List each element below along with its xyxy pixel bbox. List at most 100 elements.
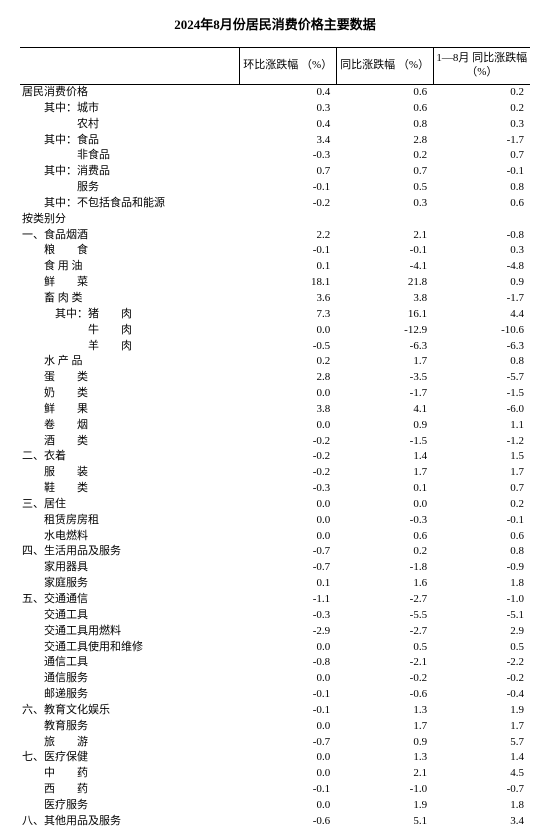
row-label: 二、衣着 (20, 449, 239, 465)
row-label: 其中：不包括食品和能源 (20, 195, 239, 211)
cpi-table: 环比涨跌幅 （%） 同比涨跌幅 （%） 1—8月 同比涨跌幅 （%） 居民消费价… (20, 47, 530, 829)
cpi-table-body: 居民消费价格0.40.60.2 其中：城市0.30.60.2 农村0.40.80… (20, 84, 530, 829)
row-label: 通信服务 (20, 671, 239, 687)
row-mom: 0.0 (239, 528, 336, 544)
row-ytd: 2.9 (433, 623, 530, 639)
row-ytd: 0.7 (433, 148, 530, 164)
row-mom: -0.5 (239, 338, 336, 354)
row-yoy: 0.6 (336, 528, 433, 544)
row-yoy: -12.9 (336, 322, 433, 338)
row-yoy: -0.2 (336, 671, 433, 687)
row-ytd: -6.0 (433, 401, 530, 417)
table-row: 其中：城市0.30.60.2 (20, 100, 530, 116)
table-row: 酒 类-0.2-1.5-1.2 (20, 433, 530, 449)
row-yoy: -3.5 (336, 370, 433, 386)
row-ytd: -5.1 (433, 607, 530, 623)
table-row: 其中：消费品0.70.7-0.1 (20, 164, 530, 180)
row-yoy: 16.1 (336, 306, 433, 322)
row-ytd: -6.3 (433, 338, 530, 354)
table-row: 奶 类0.0-1.7-1.5 (20, 386, 530, 402)
row-mom: 2.2 (239, 227, 336, 243)
row-mom: -0.8 (239, 655, 336, 671)
row-label: 粮 食 (20, 243, 239, 259)
row-ytd: -1.0 (433, 592, 530, 608)
table-row: 其中：不包括食品和能源-0.20.30.6 (20, 195, 530, 211)
row-yoy: -5.5 (336, 607, 433, 623)
table-row: 旅 游-0.70.95.7 (20, 734, 530, 750)
row-label: 七、医疗保健 (20, 750, 239, 766)
row-label: 教育服务 (20, 718, 239, 734)
row-yoy: -1.8 (336, 560, 433, 576)
row-yoy: 0.6 (336, 100, 433, 116)
row-ytd: 4.4 (433, 306, 530, 322)
page-title: 2024年8月份居民消费价格主要数据 (20, 8, 530, 47)
table-row: 水电燃料0.00.60.6 (20, 528, 530, 544)
row-mom: 0.0 (239, 718, 336, 734)
row-yoy: 4.1 (336, 401, 433, 417)
row-mom: -0.2 (239, 465, 336, 481)
row-label: 其中：消费品 (20, 164, 239, 180)
row-yoy: 3.8 (336, 290, 433, 306)
row-ytd: 1.1 (433, 417, 530, 433)
table-row: 八、其他用品及服务-0.65.13.4 (20, 813, 530, 829)
table-row: 服 装-0.21.71.7 (20, 465, 530, 481)
table-row: 其中：猪 肉7.316.14.4 (20, 306, 530, 322)
row-mom: -0.1 (239, 687, 336, 703)
row-label: 服务 (20, 180, 239, 196)
table-row: 通信工具-0.8-2.1-2.2 (20, 655, 530, 671)
row-yoy: -0.3 (336, 512, 433, 528)
row-ytd: -1.7 (433, 132, 530, 148)
row-ytd: 1.8 (433, 576, 530, 592)
row-yoy: -2.7 (336, 592, 433, 608)
row-label: 家庭服务 (20, 576, 239, 592)
row-yoy: 0.3 (336, 195, 433, 211)
row-mom: 0.7 (239, 164, 336, 180)
row-yoy: 0.6 (336, 84, 433, 100)
row-mom: 0.3 (239, 100, 336, 116)
table-row: 六、教育文化娱乐-0.11.31.9 (20, 702, 530, 718)
row-yoy: 1.3 (336, 702, 433, 718)
row-mom: -0.2 (239, 433, 336, 449)
row-label: 中 药 (20, 766, 239, 782)
row-yoy: 1.6 (336, 576, 433, 592)
row-yoy: 0.5 (336, 180, 433, 196)
row-ytd: -10.6 (433, 322, 530, 338)
row-ytd: 0.6 (433, 195, 530, 211)
row-yoy: 0.0 (336, 496, 433, 512)
row-label: 通信工具 (20, 655, 239, 671)
table-row: 其中：食品3.42.8-1.7 (20, 132, 530, 148)
row-yoy: 0.1 (336, 481, 433, 497)
row-yoy: 1.7 (336, 354, 433, 370)
row-label: 其中：食品 (20, 132, 239, 148)
row-ytd: 5.7 (433, 734, 530, 750)
row-label: 服 装 (20, 465, 239, 481)
row-ytd: -0.1 (433, 512, 530, 528)
row-ytd: 0.8 (433, 354, 530, 370)
row-yoy: 1.9 (336, 797, 433, 813)
row-mom: 0.0 (239, 322, 336, 338)
row-mom: -0.3 (239, 607, 336, 623)
table-row: 鞋 类-0.30.10.7 (20, 481, 530, 497)
col-header-ytd: 1—8月 同比涨跌幅 （%） (433, 48, 530, 85)
table-row: 畜 肉 类3.63.8-1.7 (20, 290, 530, 306)
row-label: 卷 烟 (20, 417, 239, 433)
row-mom: 0.4 (239, 116, 336, 132)
row-mom: 0.0 (239, 512, 336, 528)
col-header-mom: 环比涨跌幅 （%） (239, 48, 336, 85)
row-ytd (433, 211, 530, 227)
row-label: 西 药 (20, 782, 239, 798)
row-label: 鲜 菜 (20, 275, 239, 291)
table-row: 教育服务0.01.71.7 (20, 718, 530, 734)
col-header-label (20, 48, 239, 85)
table-row: 家庭服务0.11.61.8 (20, 576, 530, 592)
row-mom: 0.0 (239, 671, 336, 687)
row-ytd: -5.7 (433, 370, 530, 386)
row-yoy: -6.3 (336, 338, 433, 354)
row-ytd: -4.8 (433, 259, 530, 275)
row-yoy: 0.9 (336, 734, 433, 750)
row-yoy: -0.1 (336, 243, 433, 259)
row-mom: -0.7 (239, 560, 336, 576)
row-label: 四、生活用品及服务 (20, 544, 239, 560)
col-header-yoy: 同比涨跌幅 （%） (336, 48, 433, 85)
table-row: 牛 肉0.0-12.9-10.6 (20, 322, 530, 338)
